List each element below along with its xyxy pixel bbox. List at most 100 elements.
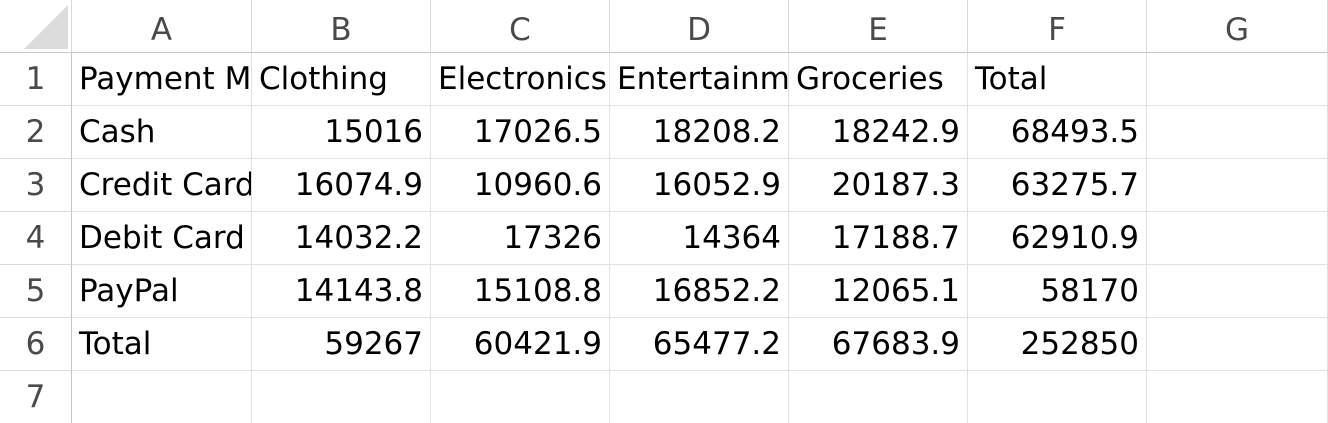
cell-value: 12065.1	[831, 273, 960, 309]
cell-value: Total	[975, 61, 1048, 97]
cell-d6[interactable]: 65477.2	[610, 318, 789, 371]
cell-value: 17188.7	[831, 220, 960, 256]
cell-d5[interactable]: 16852.2	[610, 265, 789, 318]
cell-e2[interactable]: 18242.9	[789, 106, 968, 159]
column-header-g[interactable]: G	[1147, 0, 1328, 53]
cell-e7[interactable]	[789, 371, 968, 423]
column-header-c[interactable]: C	[431, 0, 610, 53]
cell-c5[interactable]: 15108.8	[431, 265, 610, 318]
cell-g6[interactable]	[1147, 318, 1328, 371]
cell-value: 62910.9	[1010, 220, 1139, 256]
row-header-7[interactable]: 7	[0, 371, 72, 423]
column-header-a[interactable]: A	[72, 0, 252, 53]
row-header-5[interactable]: 5	[0, 265, 72, 318]
cell-a2[interactable]: Cash	[72, 106, 252, 159]
cell-b3[interactable]: 16074.9	[252, 159, 431, 212]
cell-f1[interactable]: Total	[968, 53, 1147, 106]
cell-a7[interactable]	[72, 371, 252, 423]
row-header-2[interactable]: 2	[0, 106, 72, 159]
column-header-d[interactable]: D	[610, 0, 789, 53]
cell-value: Entertainment	[617, 61, 789, 97]
row-header-6[interactable]: 6	[0, 318, 72, 371]
cell-value: Payment Method	[79, 61, 252, 97]
cell-value: 67683.9	[831, 326, 960, 362]
cell-b2[interactable]: 15016	[252, 106, 431, 159]
select-all-triangle-icon	[24, 5, 68, 49]
cell-value: PayPal	[79, 273, 179, 309]
cell-e3[interactable]: 20187.3	[789, 159, 968, 212]
cell-value: Debit Card	[79, 220, 245, 256]
cell-c1[interactable]: Electronics	[431, 53, 610, 106]
cell-value: 18208.2	[652, 114, 781, 150]
cell-a5[interactable]: PayPal	[72, 265, 252, 318]
cell-value: 68493.5	[1010, 114, 1139, 150]
cell-d2[interactable]: 18208.2	[610, 106, 789, 159]
cell-value: Total	[79, 326, 152, 362]
cell-g7[interactable]	[1147, 371, 1328, 423]
cell-f4[interactable]: 62910.9	[968, 212, 1147, 265]
cell-c2[interactable]: 17026.5	[431, 106, 610, 159]
cell-value: Cash	[79, 114, 156, 150]
cell-value: 15016	[324, 114, 423, 150]
row-header-3[interactable]: 3	[0, 159, 72, 212]
cell-value: 10960.6	[473, 167, 602, 203]
cell-b5[interactable]: 14143.8	[252, 265, 431, 318]
cell-b4[interactable]: 14032.2	[252, 212, 431, 265]
cell-f3[interactable]: 63275.7	[968, 159, 1147, 212]
cell-value: 252850	[1020, 326, 1139, 362]
cell-value: Credit Card	[79, 167, 252, 203]
cell-f5[interactable]: 58170	[968, 265, 1147, 318]
cell-e1[interactable]: Groceries	[789, 53, 968, 106]
cell-value: 17026.5	[473, 114, 602, 150]
cell-value: 58170	[1040, 273, 1139, 309]
cell-a6[interactable]: Total	[72, 318, 252, 371]
cell-c3[interactable]: 10960.6	[431, 159, 610, 212]
cell-d7[interactable]	[610, 371, 789, 423]
cell-value: 15108.8	[473, 273, 602, 309]
cell-d4[interactable]: 14364	[610, 212, 789, 265]
cell-f6[interactable]: 252850	[968, 318, 1147, 371]
cell-c7[interactable]	[431, 371, 610, 423]
cell-e5[interactable]: 12065.1	[789, 265, 968, 318]
cell-value: 14364	[682, 220, 781, 256]
cell-a3[interactable]: Credit Card	[72, 159, 252, 212]
cell-a4[interactable]: Debit Card	[72, 212, 252, 265]
cell-g1[interactable]	[1147, 53, 1328, 106]
cell-e6[interactable]: 67683.9	[789, 318, 968, 371]
cell-b7[interactable]	[252, 371, 431, 423]
cell-value: 17326	[503, 220, 602, 256]
cell-d3[interactable]: 16052.9	[610, 159, 789, 212]
cell-value: 14032.2	[294, 220, 423, 256]
cell-value: Groceries	[796, 61, 944, 97]
cell-c6[interactable]: 60421.9	[431, 318, 610, 371]
cell-value: 18242.9	[831, 114, 960, 150]
cell-b6[interactable]: 59267	[252, 318, 431, 371]
cell-value: 63275.7	[1010, 167, 1139, 203]
cell-value: 16852.2	[652, 273, 781, 309]
cell-a1[interactable]: Payment Method	[72, 53, 252, 106]
cell-f2[interactable]: 68493.5	[968, 106, 1147, 159]
column-header-b[interactable]: B	[252, 0, 431, 53]
cell-g4[interactable]	[1147, 212, 1328, 265]
column-header-e[interactable]: E	[789, 0, 968, 53]
cell-g2[interactable]	[1147, 106, 1328, 159]
cell-value: Electronics	[438, 61, 607, 97]
row-header-1[interactable]: 1	[0, 53, 72, 106]
row-header-4[interactable]: 4	[0, 212, 72, 265]
cell-c4[interactable]: 17326	[431, 212, 610, 265]
cell-value: 16052.9	[652, 167, 781, 203]
cell-value: 60421.9	[473, 326, 602, 362]
cell-g5[interactable]	[1147, 265, 1328, 318]
cell-b1[interactable]: Clothing	[252, 53, 431, 106]
cell-g3[interactable]	[1147, 159, 1328, 212]
select-all-button[interactable]	[0, 0, 72, 53]
cell-value: 20187.3	[831, 167, 960, 203]
column-header-f[interactable]: F	[968, 0, 1147, 53]
cell-f7[interactable]	[968, 371, 1147, 423]
cell-value: 59267	[324, 326, 423, 362]
cell-d1[interactable]: Entertainment	[610, 53, 789, 106]
cell-value: Clothing	[259, 61, 388, 97]
cell-value: 16074.9	[294, 167, 423, 203]
cell-e4[interactable]: 17188.7	[789, 212, 968, 265]
